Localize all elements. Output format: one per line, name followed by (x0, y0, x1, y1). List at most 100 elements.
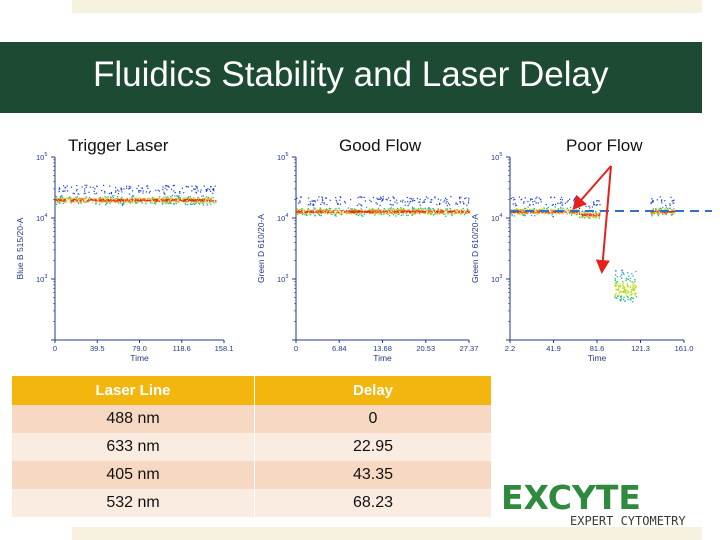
event-dot (63, 200, 65, 202)
event-dot (306, 214, 308, 216)
bottom-decor-bar (72, 527, 702, 540)
event-dot (78, 198, 81, 200)
event-dot (72, 199, 75, 201)
event-dot (75, 190, 78, 192)
event-dot (518, 212, 520, 214)
event-dot (369, 211, 371, 214)
event-dot (164, 200, 166, 203)
event-dot (95, 203, 97, 205)
event-dot (340, 214, 343, 216)
event-dot (451, 214, 453, 217)
event-dot (88, 199, 90, 202)
event-dot (455, 212, 457, 215)
event-dot (434, 211, 436, 214)
event-dot (569, 198, 571, 200)
event-dot (394, 210, 396, 212)
event-dot (72, 192, 74, 194)
event-dot (134, 198, 136, 200)
event-dot (145, 191, 147, 193)
event-dot (422, 209, 424, 211)
event-dot (535, 202, 537, 204)
event-dot (386, 199, 388, 201)
event-dot (635, 286, 637, 288)
event-dot (573, 212, 575, 214)
event-dot (380, 213, 382, 215)
event-dot (412, 210, 414, 213)
event-dot (118, 190, 120, 192)
event-dot (522, 209, 524, 211)
event-dot (304, 213, 306, 215)
event-dot (423, 201, 425, 203)
event-dot (416, 210, 418, 212)
event-dot (411, 208, 413, 210)
event-dot (671, 209, 673, 211)
event-dot (154, 201, 156, 203)
event-dot (185, 203, 187, 206)
event-dot (664, 213, 666, 215)
event-dot (451, 212, 453, 214)
event-dot (73, 198, 75, 200)
event-dot (413, 213, 415, 215)
event-dot (84, 190, 86, 192)
event-dot (446, 201, 448, 203)
event-dot (200, 201, 202, 204)
event-dot (339, 209, 342, 212)
event-dot (313, 204, 315, 206)
event-dot (523, 208, 525, 211)
event-dot (398, 213, 401, 215)
event-dot (112, 199, 115, 201)
event-dot (435, 212, 437, 214)
event-dot (599, 204, 601, 206)
arrow-to-shift (572, 165, 612, 211)
event-dot (566, 213, 568, 215)
event-dot (400, 211, 402, 214)
x-tick-label: 41.9 (546, 344, 561, 353)
event-dot (407, 209, 409, 211)
event-dot (659, 207, 661, 209)
event-dot (129, 202, 132, 204)
event-dot (199, 203, 201, 205)
event-dot (92, 202, 94, 204)
event-dot (631, 273, 633, 275)
event-dot (412, 198, 414, 200)
event-dot (552, 211, 554, 213)
event-dot (523, 215, 526, 217)
event-dot (369, 209, 371, 211)
event-dot (328, 207, 331, 210)
event-dot (132, 190, 134, 192)
event-dot (554, 210, 556, 212)
event-dot (296, 197, 298, 199)
event-dot (598, 215, 601, 217)
event-dot (296, 211, 298, 213)
event-dot (574, 212, 576, 214)
event-dot (354, 211, 356, 214)
event-dot (132, 195, 134, 198)
event-dot (151, 202, 153, 204)
event-dot (166, 197, 168, 199)
event-dot (191, 185, 193, 187)
event-dot (104, 201, 107, 203)
event-dot (98, 198, 100, 200)
event-dot (455, 209, 457, 211)
event-dot (306, 211, 308, 213)
event-dot (104, 200, 106, 203)
event-dot (121, 196, 123, 199)
event-dot (521, 212, 524, 214)
event-dot (168, 199, 170, 201)
event-dot (205, 190, 207, 192)
header-laser-line: Laser Line (12, 376, 255, 405)
event-dot (465, 212, 467, 214)
event-dot (596, 200, 598, 202)
event-dot (453, 213, 455, 215)
event-dot (417, 207, 420, 210)
event-dot (111, 200, 113, 202)
event-dot (359, 213, 362, 215)
event-dot (166, 201, 168, 203)
event-dot (515, 204, 518, 206)
event-dot (535, 197, 537, 200)
event-dot (417, 208, 419, 211)
event-dot (656, 211, 658, 213)
event-dot (546, 212, 548, 214)
event-dot (107, 197, 109, 199)
